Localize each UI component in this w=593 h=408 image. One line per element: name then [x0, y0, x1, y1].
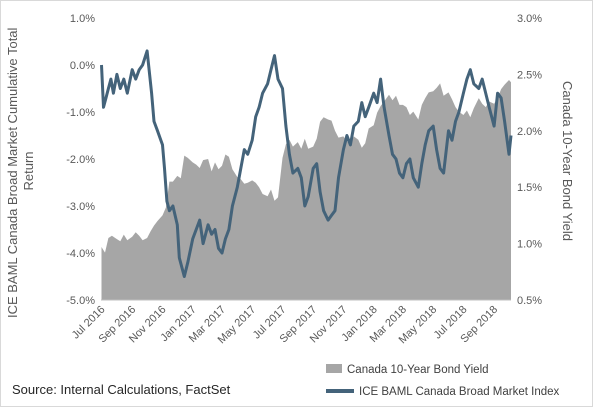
y-left-tick-label: -4.0% — [66, 248, 95, 260]
y-left-tick-label: -2.0% — [66, 154, 95, 166]
y-right-ticks: 3.0% 2.5% 2.0% 1.5% 1.0% 0.5% — [517, 13, 542, 307]
y-left-tick-label: 0.0% — [70, 60, 95, 72]
y-left-tick-label: -1.0% — [66, 107, 95, 119]
legend: Canada 10-Year Bond Yield ICE BAML Canad… — [326, 364, 560, 398]
legend-label-area: Canada 10-Year Bond Yield — [347, 364, 489, 376]
y-right-tick-label: 3.0% — [517, 13, 542, 25]
y-right-tick-label: 1.0% — [517, 239, 542, 251]
area-layer — [101, 80, 511, 300]
y-right-tick-label: 2.0% — [517, 126, 542, 138]
y-right-tick-label: 0.5% — [517, 295, 542, 307]
y-left-title-line-2: Return — [21, 151, 36, 190]
y-right-tick-label: 2.5% — [517, 69, 542, 81]
y-left-title-line-1: ICE BAML Canada Broad Market Cumulative … — [5, 27, 20, 318]
series-area-bond-yield — [101, 80, 511, 300]
legend-swatch-area — [326, 364, 342, 373]
y-left-tick-label: 1.0% — [70, 13, 95, 25]
line-layer — [100, 49, 513, 278]
y-right-axis-title: Canada 10-Year Bond Yield — [560, 81, 575, 241]
y-left-tick-label: -3.0% — [66, 201, 95, 213]
series-line-index — [100, 49, 513, 278]
y-right-tick-label: 1.5% — [517, 182, 542, 194]
legend-label-line: ICE BAML Canada Broad Market Index — [359, 386, 560, 398]
y-left-axis-title: ICE BAML Canada Broad Market Cumulative … — [5, 24, 36, 318]
source-note: Source: Internal Calculations, FactSet — [12, 382, 231, 397]
y-left-ticks: 1.0% 0.0% -1.0% -2.0% -3.0% -4.0% -5.0% — [66, 13, 95, 307]
y-left-tick-label: -5.0% — [66, 295, 95, 307]
